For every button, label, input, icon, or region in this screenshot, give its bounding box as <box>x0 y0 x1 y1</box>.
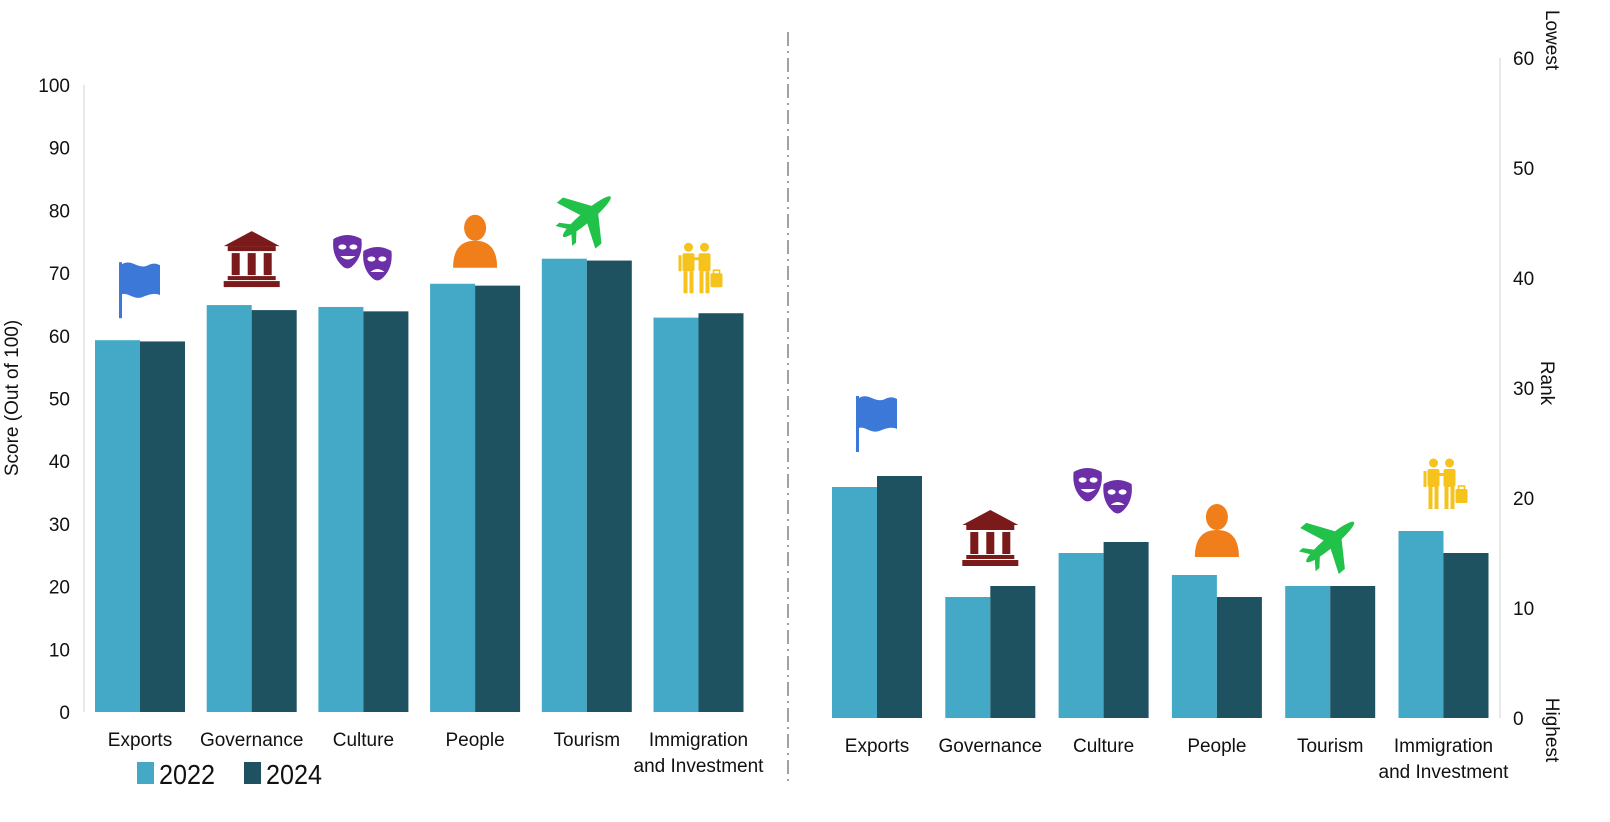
right-y-tick-label: 30 <box>1513 379 1534 400</box>
right-category-label: Governance <box>939 736 1043 757</box>
left-y-tick-label: 70 <box>49 264 70 285</box>
right-category-label: Immigration <box>1394 736 1493 757</box>
airplane-icon <box>1287 499 1374 585</box>
right-bar-2024-governance <box>990 586 1036 718</box>
left-category-label: Culture <box>333 730 394 751</box>
left-bar-2024-immigration <box>698 313 744 712</box>
right-y-tick-label: 40 <box>1513 269 1534 290</box>
left-bar-2024-people <box>475 285 521 712</box>
right-category-label: Tourism <box>1297 736 1364 757</box>
left-category-label: Immigration <box>649 730 748 751</box>
right-bar-2022-exports <box>832 487 877 718</box>
left-bar-2022-immigration <box>653 317 699 712</box>
government-building-icon <box>962 510 1019 566</box>
left-y-axis-title: Score (Out of 100) <box>2 320 23 476</box>
right-bar-2022-people <box>1171 575 1217 718</box>
left-y-tick-label: 40 <box>49 452 70 473</box>
government-building-icon <box>223 231 280 288</box>
left-bar-2024-tourism <box>586 260 632 712</box>
theater-masks-icon <box>1073 468 1132 514</box>
left-y-tick-label: 50 <box>49 390 70 411</box>
left-y-tick-label: 10 <box>49 640 70 661</box>
right-bar-2024-culture <box>1103 542 1149 718</box>
flag-icon <box>119 262 160 319</box>
right-y-axis-bottom-label: Highest <box>1541 698 1562 763</box>
family-luggage-icon <box>677 241 724 295</box>
right-y-tick-label: 60 <box>1513 49 1534 70</box>
left-category-label: Tourism <box>554 730 621 751</box>
right-y-tick-label: 50 <box>1513 159 1534 180</box>
left-bar-2024-exports <box>140 341 185 712</box>
legend: 2022 2024 <box>137 759 322 790</box>
left-category-label: and Investment <box>634 756 765 777</box>
left-y-tick-label: 80 <box>49 201 70 222</box>
right-category-label: and Investment <box>1379 762 1510 783</box>
left-category-label: Governance <box>200 730 304 751</box>
left-category-label: Exports <box>108 730 172 751</box>
right-category-label: People <box>1187 736 1246 757</box>
right-bar-2022-tourism <box>1285 586 1331 718</box>
right-bar-2024-tourism <box>1330 586 1376 718</box>
legend-label: 2024 <box>266 759 322 790</box>
right-bar-2022-immigration <box>1398 531 1444 718</box>
left-bar-2022-culture <box>318 306 364 712</box>
family-luggage-icon <box>1422 457 1469 510</box>
right-y-tick-label: 20 <box>1513 489 1534 510</box>
left-bar-2024-governance <box>251 310 297 712</box>
left-y-tick-label: 30 <box>49 515 70 536</box>
right-bar-2022-culture <box>1058 553 1104 718</box>
left-bar-2022-governance <box>206 305 252 712</box>
legend-label: 2022 <box>159 759 215 790</box>
right-y-tick-label: 10 <box>1513 599 1534 620</box>
left-bar-2024-culture <box>363 311 409 712</box>
flag-icon <box>856 396 897 452</box>
left-bar-2022-exports <box>95 340 140 712</box>
right-bar-2024-exports <box>877 476 922 718</box>
right-bar-2024-people <box>1216 597 1262 718</box>
theater-masks-icon <box>333 234 392 281</box>
right-y-axis-title: Rank <box>1536 361 1557 406</box>
left-category-label: People <box>446 730 505 751</box>
right-category-label: Culture <box>1073 736 1134 757</box>
left-y-tick-label: 60 <box>49 327 70 348</box>
left-y-tick-label: 0 <box>59 703 70 724</box>
right-y-axis-top-label: Lowest <box>1541 10 1562 71</box>
right-y-tick-label: 0 <box>1513 709 1524 730</box>
left-y-tick-label: 20 <box>49 578 70 599</box>
right-category-label: Exports <box>845 736 909 757</box>
left-y-tick-label: 100 <box>38 76 70 97</box>
person-icon <box>1194 504 1239 557</box>
left-bar-2022-people <box>430 283 476 712</box>
legend-swatch-2024 <box>244 762 261 784</box>
left-bar-2022-tourism <box>541 258 587 712</box>
right-bar-2022-governance <box>945 597 991 718</box>
right-bar-2024-immigration <box>1443 553 1489 718</box>
person-icon <box>453 214 498 268</box>
airplane-icon <box>543 173 630 260</box>
left-y-tick-label: 90 <box>49 139 70 160</box>
legend-swatch-2022 <box>137 762 154 784</box>
